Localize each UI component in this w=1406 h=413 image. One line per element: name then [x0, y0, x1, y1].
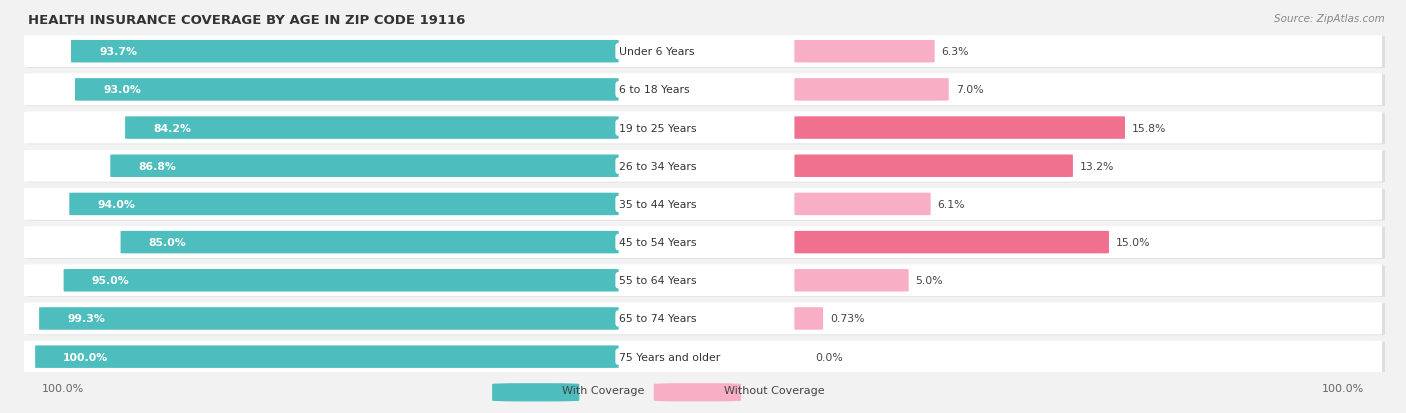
Text: 65 to 74 Years: 65 to 74 Years [619, 314, 696, 324]
Text: 99.3%: 99.3% [67, 314, 105, 324]
Text: 15.8%: 15.8% [1132, 123, 1167, 133]
Text: 15.0%: 15.0% [1116, 237, 1150, 247]
FancyBboxPatch shape [794, 193, 931, 216]
FancyBboxPatch shape [794, 269, 908, 292]
Text: 93.0%: 93.0% [103, 85, 141, 95]
Text: 84.2%: 84.2% [153, 123, 191, 133]
Text: 6.1%: 6.1% [938, 199, 965, 209]
FancyBboxPatch shape [24, 74, 1382, 106]
Text: 13.2%: 13.2% [1080, 161, 1115, 171]
FancyBboxPatch shape [24, 112, 1382, 144]
FancyBboxPatch shape [794, 79, 949, 102]
FancyBboxPatch shape [24, 36, 1382, 68]
FancyBboxPatch shape [654, 383, 741, 401]
FancyBboxPatch shape [24, 188, 1382, 221]
FancyBboxPatch shape [39, 307, 619, 330]
Text: 26 to 34 Years: 26 to 34 Years [619, 161, 696, 171]
Text: 0.73%: 0.73% [830, 314, 865, 324]
FancyBboxPatch shape [794, 307, 823, 330]
FancyBboxPatch shape [75, 79, 619, 102]
FancyBboxPatch shape [24, 341, 1382, 373]
FancyBboxPatch shape [24, 227, 1382, 259]
Text: With Coverage: With Coverage [562, 385, 645, 395]
Text: 5.0%: 5.0% [915, 275, 943, 286]
Text: 55 to 64 Years: 55 to 64 Years [619, 275, 696, 286]
FancyBboxPatch shape [27, 304, 1385, 335]
Text: 7.0%: 7.0% [956, 85, 983, 95]
FancyBboxPatch shape [794, 231, 1109, 254]
FancyBboxPatch shape [794, 41, 935, 63]
FancyBboxPatch shape [110, 155, 619, 178]
FancyBboxPatch shape [27, 228, 1385, 259]
Text: 93.7%: 93.7% [100, 47, 138, 57]
Text: 100.0%: 100.0% [42, 383, 84, 393]
Text: 94.0%: 94.0% [97, 199, 135, 209]
Text: HEALTH INSURANCE COVERAGE BY AGE IN ZIP CODE 19116: HEALTH INSURANCE COVERAGE BY AGE IN ZIP … [28, 14, 465, 27]
FancyBboxPatch shape [27, 37, 1385, 69]
Text: 95.0%: 95.0% [91, 275, 129, 286]
Text: 100.0%: 100.0% [63, 352, 108, 362]
Text: 100.0%: 100.0% [1322, 383, 1364, 393]
Text: 45 to 54 Years: 45 to 54 Years [619, 237, 696, 247]
Text: 86.8%: 86.8% [138, 161, 176, 171]
Text: 35 to 44 Years: 35 to 44 Years [619, 199, 696, 209]
FancyBboxPatch shape [121, 231, 619, 254]
FancyBboxPatch shape [35, 346, 619, 368]
FancyBboxPatch shape [794, 155, 1073, 178]
FancyBboxPatch shape [24, 265, 1382, 297]
Text: 0.0%: 0.0% [815, 352, 844, 362]
FancyBboxPatch shape [125, 117, 619, 140]
Text: Under 6 Years: Under 6 Years [619, 47, 695, 57]
Text: Without Coverage: Without Coverage [724, 385, 825, 395]
Text: 19 to 25 Years: 19 to 25 Years [619, 123, 696, 133]
FancyBboxPatch shape [27, 342, 1385, 373]
FancyBboxPatch shape [27, 113, 1385, 145]
FancyBboxPatch shape [24, 303, 1382, 335]
FancyBboxPatch shape [27, 75, 1385, 107]
FancyBboxPatch shape [72, 41, 619, 63]
FancyBboxPatch shape [27, 189, 1385, 221]
FancyBboxPatch shape [69, 193, 619, 216]
FancyBboxPatch shape [492, 383, 579, 401]
Text: 75 Years and older: 75 Years and older [619, 352, 720, 362]
FancyBboxPatch shape [27, 266, 1385, 297]
Text: 6 to 18 Years: 6 to 18 Years [619, 85, 689, 95]
Text: 85.0%: 85.0% [149, 237, 187, 247]
FancyBboxPatch shape [63, 269, 619, 292]
FancyBboxPatch shape [27, 151, 1385, 183]
FancyBboxPatch shape [794, 117, 1125, 140]
Text: Source: ZipAtlas.com: Source: ZipAtlas.com [1274, 14, 1385, 24]
FancyBboxPatch shape [24, 150, 1382, 182]
Text: 6.3%: 6.3% [942, 47, 969, 57]
